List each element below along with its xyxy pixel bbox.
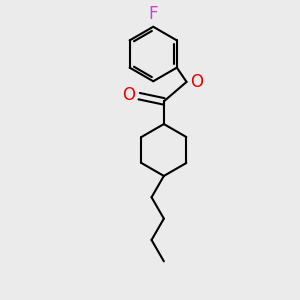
Text: F: F	[148, 5, 158, 23]
Text: O: O	[190, 73, 203, 91]
Text: O: O	[122, 86, 135, 104]
